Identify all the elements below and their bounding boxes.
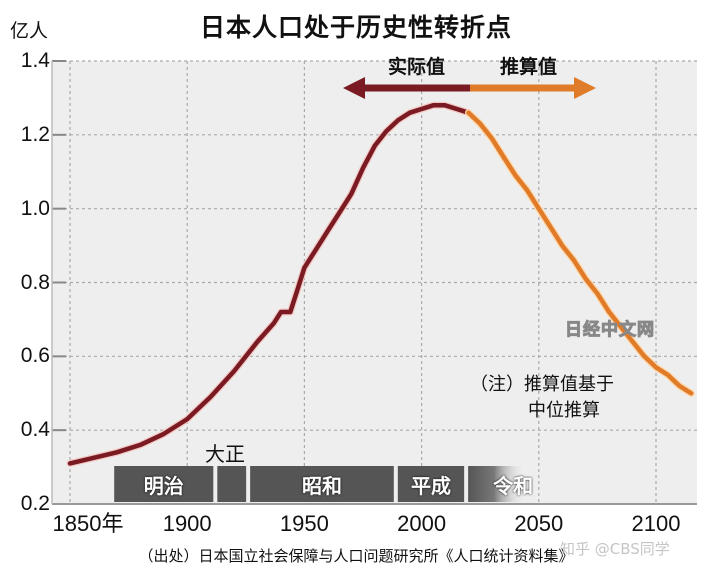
note-line-2: 中位推算 xyxy=(528,400,600,421)
era-label: 明治 xyxy=(143,473,184,498)
note-line-1: （注）推算值基于 xyxy=(470,374,614,395)
era-bands xyxy=(114,466,526,502)
actual-projected-arrow xyxy=(343,77,596,99)
arrow-left-icon xyxy=(343,77,365,99)
x-tick-label: 1900 xyxy=(162,511,212,536)
legend-projected-label: 推算值 xyxy=(500,56,558,78)
x-tick-label: 2100 xyxy=(631,511,681,536)
population-lines xyxy=(66,101,695,467)
era-label: 昭和 xyxy=(301,473,342,498)
projection-note: （注）推算值基于 中位推算 xyxy=(470,372,614,424)
chart-title: 日本人口处于历史性转折点 xyxy=(199,13,512,42)
actual-line xyxy=(67,103,471,466)
watermark-nikkei: 日经中文网 xyxy=(565,320,655,341)
era-band xyxy=(217,466,247,502)
era-label: 令和 xyxy=(493,473,534,498)
era-label: 平成 xyxy=(410,473,451,498)
x-tick-label: 1850年 xyxy=(52,511,124,536)
watermark-zhihu: 知乎 @CBS同学 xyxy=(560,540,670,558)
era-band xyxy=(114,466,214,502)
era-band xyxy=(468,466,526,502)
x-tick-label: 2000 xyxy=(397,511,447,536)
arrow-right-icon xyxy=(574,77,596,99)
y-tick-label: 1.2 xyxy=(20,122,50,146)
y-tick-label: 0.8 xyxy=(20,270,50,294)
y-axis-unit: 亿人 xyxy=(10,20,49,42)
y-tick-label: 1.4 xyxy=(20,49,50,72)
gridlines xyxy=(52,60,697,504)
y-tick-label: 1.0 xyxy=(20,196,50,220)
y-tick-label: 0.2 xyxy=(20,492,50,515)
y-tick-label: 0.6 xyxy=(20,344,50,368)
x-tick-label: 1950 xyxy=(279,511,329,536)
era-band xyxy=(397,466,465,502)
source-caption: （出处）日本国立社会保障与人口问题研究所《人口统计资料集》 xyxy=(138,547,574,565)
era-label-taisho: 大正 xyxy=(205,442,245,466)
legend-actual-label: 实际值 xyxy=(388,56,446,78)
era-band xyxy=(250,466,394,502)
y-tick-label: 0.4 xyxy=(20,418,50,442)
projected-line xyxy=(466,110,694,396)
x-tick-label: 2050 xyxy=(514,511,564,536)
